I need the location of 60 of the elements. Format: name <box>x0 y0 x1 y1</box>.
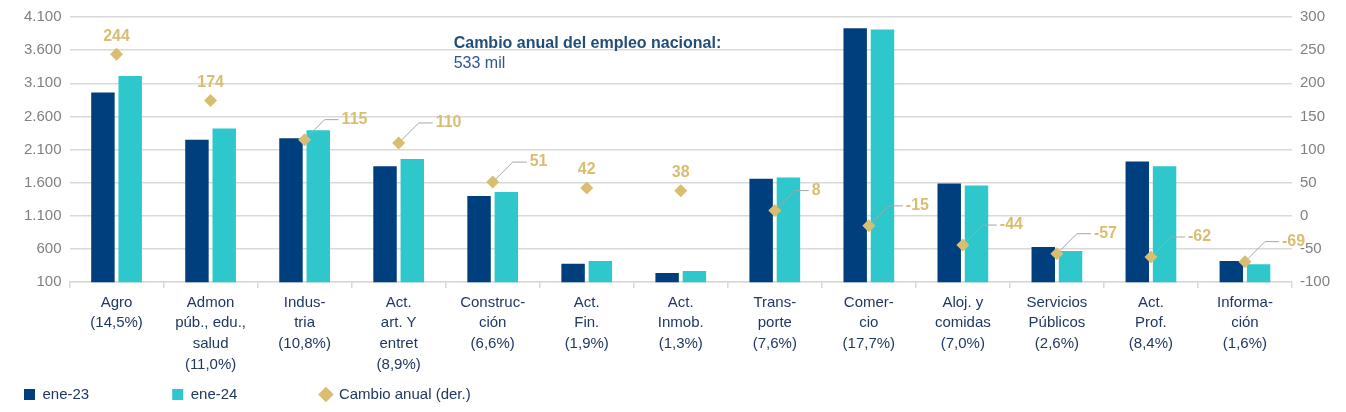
data-label: 244 <box>103 26 130 44</box>
y-tick-label: 100 <box>36 272 62 290</box>
point <box>392 136 406 150</box>
point <box>674 184 688 198</box>
point <box>204 94 218 108</box>
y2-tick-label: 250 <box>1299 40 1326 58</box>
legend-label: Cambio anual (der.) <box>338 384 546 402</box>
y2-tick-label: 150 <box>1299 106 1326 124</box>
data-label: -15 <box>905 196 930 214</box>
y-tick-label: 1.100 <box>23 206 62 224</box>
x-tick-label: Indus- tria (10,8%) <box>278 292 331 352</box>
point <box>956 238 970 252</box>
legend-label: ene-23 <box>42 384 165 402</box>
y-tick-label: 2.600 <box>23 106 62 124</box>
x-tick-label: Trans- porte (7,6%) <box>752 292 797 352</box>
point <box>110 47 124 61</box>
point <box>486 175 500 189</box>
point <box>1238 255 1252 269</box>
data-label: 174 <box>197 72 225 90</box>
x-tick-label: Act. Inmob. (1,3%) <box>657 292 704 352</box>
x-tick-label: Aloj. y comidas (7,0%) <box>934 292 991 352</box>
point <box>298 133 312 147</box>
y2-tick-label: 0 <box>1299 206 1309 224</box>
x-tick-label: Act. art. Y entret (8,9%) <box>376 292 421 372</box>
data-label: 51 <box>529 152 548 170</box>
data-label: -62 <box>1187 227 1212 245</box>
data-label: -44 <box>999 215 1024 233</box>
x-tick-label: Act. Prof. (8,4%) <box>1128 292 1174 352</box>
y2-tick-label: 100 <box>1299 139 1326 157</box>
y-tick-label: 600 <box>36 239 62 257</box>
point <box>1050 247 1064 261</box>
text: 533 mil <box>453 54 506 71</box>
point <box>768 204 782 218</box>
y-tick-label: 3.600 <box>23 40 62 58</box>
x-tick-label: Construc- ción (6,6%) <box>460 292 526 352</box>
x-tick-label: Informa- ción (1,6%) <box>1217 292 1273 352</box>
x-tick-label: Servicios Públicos (2,6%) <box>1026 292 1088 352</box>
y-tick-label: 3.100 <box>23 73 62 91</box>
x-tick-label: Comer- cio (17,7%) <box>842 292 896 352</box>
data-label: 8 <box>811 181 821 198</box>
data-label: -57 <box>1093 224 1118 242</box>
x-tick-label: Act. Fin. (1,9%) <box>564 292 609 352</box>
point <box>580 181 594 195</box>
y2-tick-label: -100 <box>1299 272 1331 290</box>
legend-label: ene-24 <box>190 384 313 402</box>
x-tick-label: Agro (14,5%) <box>90 292 143 331</box>
text: Cambio anual del empleo nacional: <box>453 34 722 51</box>
point <box>862 219 876 233</box>
y2-tick-label: 200 <box>1299 73 1326 91</box>
data-label: 38 <box>671 163 690 181</box>
x-tick-label: Admon púb., edu., salud (11,0%) <box>175 292 247 372</box>
y-tick-label: 1.600 <box>23 172 62 190</box>
data-label: 115 <box>341 110 368 128</box>
y-tick-label: 2.100 <box>23 139 62 157</box>
data-label: 42 <box>577 160 596 178</box>
data-label: 110 <box>435 113 462 131</box>
y-tick-label: 4.100 <box>23 7 62 25</box>
y2-tick-label: 50 <box>1299 172 1317 190</box>
y2-tick-label: 300 <box>1299 7 1326 25</box>
point <box>1144 250 1158 264</box>
